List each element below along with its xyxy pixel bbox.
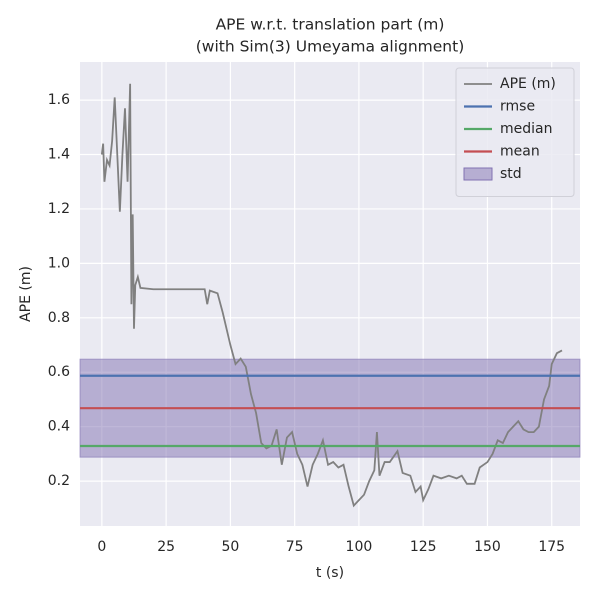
x-tick-label: 75 (286, 539, 304, 555)
x-tick-label: 0 (97, 539, 106, 555)
y-tick-label: 1.4 (48, 147, 70, 163)
y-tick-label: 0.2 (48, 473, 70, 489)
x-tick-label: 25 (157, 539, 175, 555)
legend-label: median (500, 121, 552, 137)
chart-title: APE w.r.t. translation part (m) (216, 16, 445, 34)
x-tick-label: 175 (538, 539, 565, 555)
legend-box (455, 67, 575, 197)
legend-label: std (500, 166, 522, 182)
x-tick-label: 100 (346, 539, 373, 555)
y-tick-label: 0.6 (48, 364, 70, 380)
legend-swatch (463, 167, 493, 181)
y-tick-label: 1.2 (48, 201, 70, 217)
chart-subtitle: (with Sim(3) Umeyama alignment) (196, 38, 465, 56)
legend-label: APE (m) (500, 76, 556, 92)
ape-line (100, 83, 563, 508)
y-tick-label: 1.6 (48, 92, 70, 108)
legend-label: mean (500, 144, 540, 160)
y-tick-label: 1.0 (48, 255, 70, 271)
x-axis-label: t (s) (316, 565, 344, 581)
legend-label: rmse (500, 99, 535, 115)
y-tick-label: 0.8 (48, 310, 70, 326)
x-tick-label: 50 (221, 539, 239, 555)
x-tick-label: 150 (474, 539, 501, 555)
y-tick-label: 0.4 (48, 419, 70, 435)
x-tick-label: 125 (410, 539, 437, 555)
y-axis-label: APE (m) (18, 266, 34, 322)
